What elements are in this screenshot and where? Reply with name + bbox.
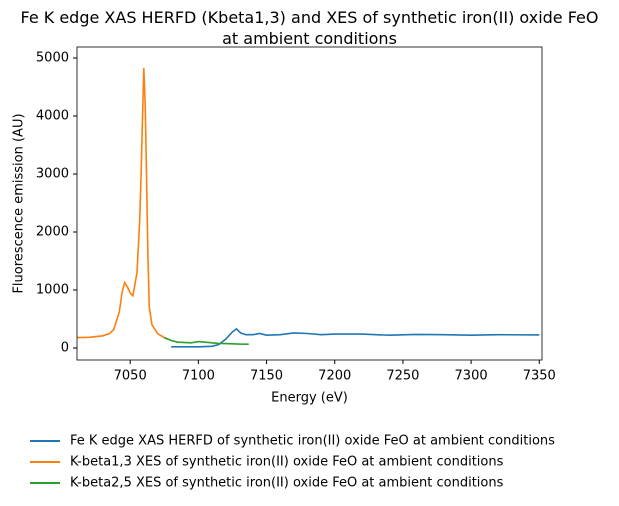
x-tick-label: 7300 [455,369,488,384]
chart-title: Fe K edge XAS HERFD (Kbeta1,3) and XES o… [20,8,599,48]
plot-frame [76,46,543,361]
x-tick-label: 7150 [250,369,283,384]
x-tick-label: 7200 [318,369,351,384]
series-line [171,327,540,348]
x-tick-label: 7350 [523,369,556,384]
y-axis-label: Fluorescence emission (AU) [12,113,27,293]
legend-label: K-beta2,5 XES of synthetic iron(II) oxid… [70,476,504,491]
y-tick-label: 4000 [36,109,69,124]
y-tick-label: 0 [61,340,69,355]
series-line [163,336,249,345]
x-axis-label: Energy (eV) [271,391,348,406]
x-tick-label: 7100 [182,369,215,384]
series-line [77,67,169,341]
y-tick-label: 2000 [36,225,69,240]
legend-label: Fe K edge XAS HERFD of synthetic iron(II… [70,434,555,449]
y-tick-label: 5000 [36,51,69,66]
y-tick-label: 3000 [36,167,69,182]
x-tick-label: 7250 [386,369,419,384]
x-tick-label: 7050 [114,369,147,384]
y-tick-label: 1000 [36,282,69,297]
legend-label: K-beta1,3 XES of synthetic iron(II) oxid… [70,455,504,470]
